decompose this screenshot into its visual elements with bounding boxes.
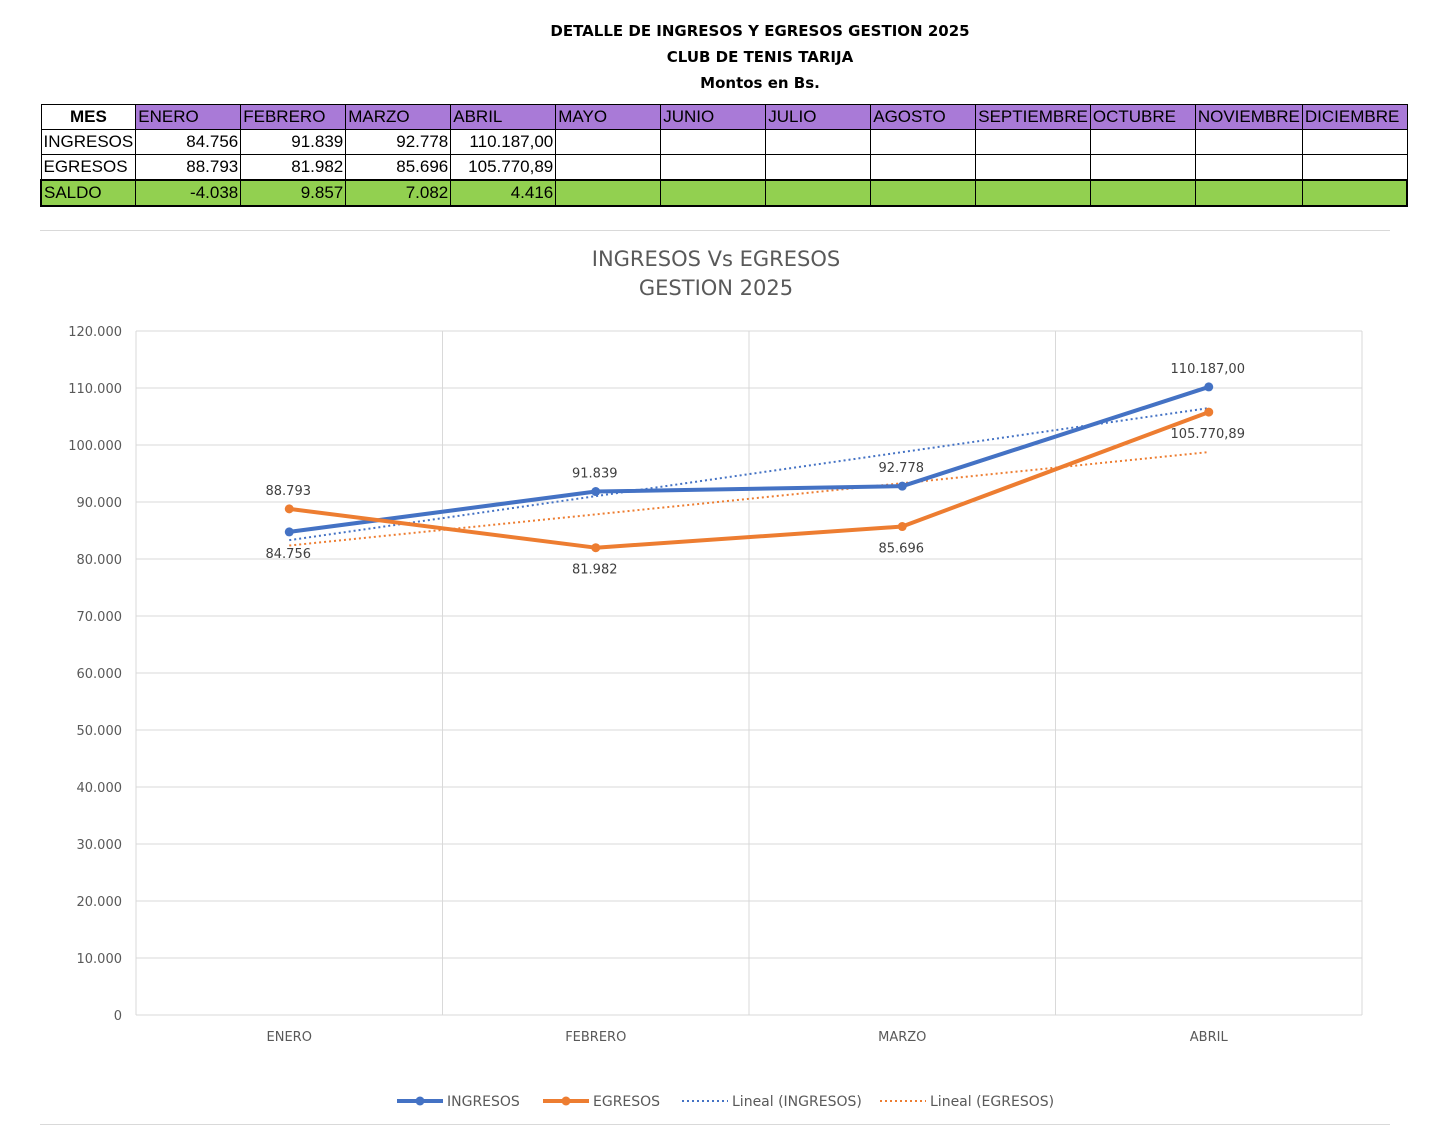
chart-bottom-border xyxy=(40,1124,1390,1125)
y-tick-label: 100.000 xyxy=(68,439,122,454)
data-labels: 84.756 88.793 91.839 81.982 92.778 85.696 110.… xyxy=(266,362,1245,578)
table-cell xyxy=(1089,179,1196,207)
data-point xyxy=(1204,407,1214,417)
data-point xyxy=(591,543,601,553)
legend-label: INGRESOS xyxy=(447,1094,520,1110)
month-header: AGOSTO xyxy=(870,104,977,130)
month-header: FEBRERO xyxy=(240,104,347,130)
table-cell xyxy=(765,129,872,155)
month-header: MAYO xyxy=(555,104,662,130)
table-cell xyxy=(870,129,977,155)
month-header: MARZO xyxy=(345,104,452,130)
table-cell: 4.416 xyxy=(450,179,557,207)
x-tick-label: ENERO xyxy=(267,1030,312,1045)
chart-subtitle: GESTION 2025 xyxy=(639,276,793,300)
table-cell xyxy=(870,154,977,181)
month-header: JUNIO xyxy=(660,104,767,130)
x-tick-label: MARZO xyxy=(878,1030,926,1045)
series-line-egresos xyxy=(288,410,1210,550)
legend-marker xyxy=(415,1096,425,1106)
table-cell xyxy=(975,129,1091,155)
data-label: 91.839 xyxy=(572,467,618,482)
table-cell xyxy=(870,179,977,207)
legend-marker xyxy=(561,1096,571,1106)
month-header: NOVIEMBRE xyxy=(1194,104,1303,130)
data-label: 81.982 xyxy=(572,563,618,578)
chart-top-border xyxy=(40,230,1390,231)
y-tick-label: 60.000 xyxy=(77,667,123,682)
data-label: 88.793 xyxy=(266,484,312,499)
table-cell xyxy=(1301,179,1408,207)
data-label: 92.778 xyxy=(879,461,925,476)
data-point xyxy=(591,487,601,497)
data-label: 110.187,00 xyxy=(1171,362,1245,377)
table-cell: 88.793 xyxy=(135,154,242,181)
legend-label: Lineal (EGRESOS) xyxy=(930,1094,1054,1110)
table-cell: 91.839 xyxy=(240,129,347,155)
y-tick-label: 40.000 xyxy=(77,781,123,796)
table-cell: 110.187,00 xyxy=(450,129,557,155)
table-cell xyxy=(1301,129,1408,155)
data-label: 85.696 xyxy=(879,542,925,557)
summary-table: MES ENERO FEBRERO MARZO ABRIL MAYO JUNIO… xyxy=(40,104,1408,207)
data-point xyxy=(284,527,294,537)
ingresos-row: INGRESOS 84.756 91.839 92.778 110.187,00 xyxy=(40,129,1408,155)
data-point xyxy=(897,522,907,532)
month-header: OCTUBRE xyxy=(1089,104,1196,130)
table-cell: 7.082 xyxy=(345,179,452,207)
currency-note: Montos en Bs. xyxy=(700,74,820,92)
table-cell xyxy=(555,154,662,181)
chart-title: INGRESOS Vs EGRESOS xyxy=(592,247,840,271)
report-title: DETALLE DE INGRESOS Y EGRESOS GESTION 20… xyxy=(550,22,970,40)
saldo-row: SALDO -4.038 9.857 7.082 4.416 xyxy=(40,179,1408,207)
legend-label: EGRESOS xyxy=(593,1094,660,1110)
data-label: 84.756 xyxy=(266,547,312,562)
y-tick-label: 20.000 xyxy=(77,895,123,910)
data-point xyxy=(284,504,294,514)
y-tick-label: 80.000 xyxy=(77,553,123,568)
series-lines xyxy=(284,382,1214,553)
corner-cell: MES xyxy=(40,104,137,130)
y-tick-label: 30.000 xyxy=(77,838,123,853)
club-name: CLUB DE TENIS TARIJA xyxy=(666,48,854,66)
y-tick-label: 120.000 xyxy=(68,325,122,340)
table-cell: -4.038 xyxy=(135,179,242,207)
table-cell: 92.778 xyxy=(345,129,452,155)
legend: INGRESOS EGRESOS Lineal (INGRESOS) Lineal (… xyxy=(397,1094,1054,1110)
month-header-row: MES ENERO FEBRERO MARZO ABRIL MAYO JUNIO… xyxy=(40,104,1408,130)
x-axis: ENERO FEBRERO MARZO ABRIL xyxy=(267,1030,1229,1045)
data-point xyxy=(1204,382,1214,392)
table-cell xyxy=(555,179,662,207)
table-cell xyxy=(1194,179,1303,207)
table-cell xyxy=(1194,129,1303,155)
row-label: SALDO xyxy=(40,179,137,207)
report-header: DETALLE DE INGRESOS Y EGRESOS GESTION 20… xyxy=(0,18,1438,96)
data-label: 105.770,89 xyxy=(1171,427,1245,442)
table-cell xyxy=(765,179,872,207)
y-tick-label: 50.000 xyxy=(77,724,123,739)
table-cell xyxy=(975,154,1091,181)
x-tick-label: ABRIL xyxy=(1190,1030,1229,1045)
y-axis: 0 10.000 20.000 30.000 40.000 50.000 60.000 70.… xyxy=(68,325,122,1024)
gridlines xyxy=(135,330,1363,1016)
legend-label: Lineal (INGRESOS) xyxy=(732,1094,862,1110)
data-point xyxy=(897,481,907,491)
table-cell: 9.857 xyxy=(240,179,347,207)
month-header: JULIO xyxy=(765,104,872,130)
month-header: SEPTIEMBRE xyxy=(975,104,1091,130)
y-tick-label: 10.000 xyxy=(77,952,123,967)
table-cell: 105.770,89 xyxy=(450,154,557,181)
table-cell: 84.756 xyxy=(135,129,242,155)
y-tick-label: 70.000 xyxy=(77,610,123,625)
y-tick-label: 110.000 xyxy=(68,382,122,397)
row-label: INGRESOS xyxy=(40,129,137,155)
y-tick-label: 90.000 xyxy=(77,496,123,511)
y-tick-label: 0 xyxy=(114,1009,122,1024)
table-cell xyxy=(660,179,767,207)
series-line-ingresos xyxy=(288,385,1210,534)
table-cell xyxy=(660,129,767,155)
x-tick-label: FEBRERO xyxy=(565,1030,626,1045)
month-header: DICIEMBRE xyxy=(1301,104,1408,130)
